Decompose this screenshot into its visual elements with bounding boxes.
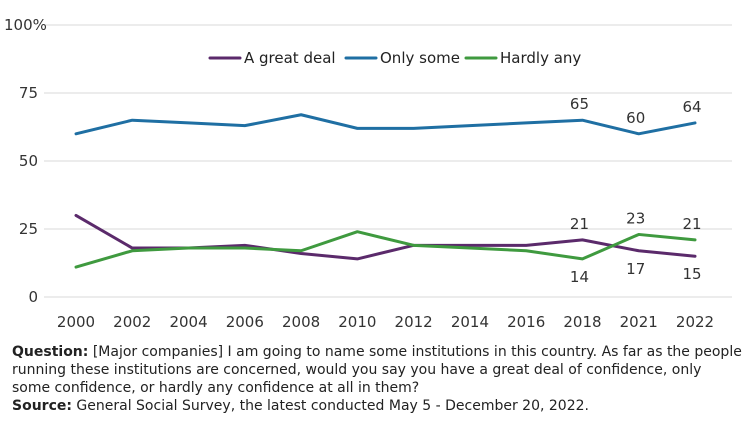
x-tick-label: 2014 [451, 313, 489, 331]
y-axis: 0 25 50 75 100% [4, 16, 47, 306]
series-line-3 [74, 230, 697, 269]
x-tick-label: 2000 [57, 313, 95, 331]
x-tick-label: 2006 [226, 313, 264, 331]
x-tick-label: 2010 [338, 313, 376, 331]
question-text: [Major companies] I am going to name som… [12, 344, 742, 396]
legend: A great deal Only some Hardly any [208, 49, 581, 67]
y-tick-label: 25 [19, 220, 38, 238]
x-tick-label: 2004 [169, 313, 207, 331]
x-tick-label: 2008 [282, 313, 320, 331]
data-label: 65 [570, 95, 589, 113]
source-text: General Social Survey, the latest conduc… [71, 398, 589, 414]
x-axis: 2000 2002 2004 2006 2008 2010 2012 2014 2016 2018… [57, 313, 714, 331]
y-tick-label: 100% [4, 16, 47, 34]
y-tick-label: 75 [19, 84, 38, 102]
source-label: Source: [12, 398, 72, 414]
x-tick-label: 2002 [113, 313, 151, 331]
data-labels: 21 17 15 65 60 64 14 23 21 [570, 95, 702, 286]
legend-label-2: Only some [380, 49, 460, 67]
data-label: 14 [570, 268, 589, 286]
x-tick-label: 2021 [620, 313, 658, 331]
question-label: Question: [12, 344, 89, 360]
source-note: Source: General Social Survey, the lates… [12, 397, 742, 415]
legend-label-3: Hardly any [500, 49, 581, 67]
data-label: 17 [626, 260, 645, 278]
data-label: 21 [682, 215, 701, 233]
x-tick-label: 2012 [395, 313, 433, 331]
question-note: Question: [Major companies] I am going t… [12, 343, 742, 397]
series-line-2 [74, 113, 697, 136]
x-tick-label: 2022 [676, 313, 714, 331]
data-label: 60 [626, 109, 645, 127]
chart-footer: Question: [Major companies] I am going t… [12, 343, 742, 415]
y-tick-label: 0 [28, 288, 38, 306]
x-tick-label: 2016 [507, 313, 545, 331]
legend-label-1: A great deal [244, 49, 336, 67]
data-label: 15 [682, 265, 701, 283]
gridlines [44, 24, 732, 298]
line-chart: 0 25 50 75 100% 2000 2002 2004 2006 2008 2010 2012… [4, 16, 732, 331]
data-label: 64 [682, 98, 701, 116]
data-label: 21 [570, 215, 589, 233]
x-tick-label: 2018 [563, 313, 601, 331]
y-tick-label: 50 [19, 152, 38, 170]
series-lines [74, 113, 697, 269]
data-label: 23 [626, 209, 645, 227]
